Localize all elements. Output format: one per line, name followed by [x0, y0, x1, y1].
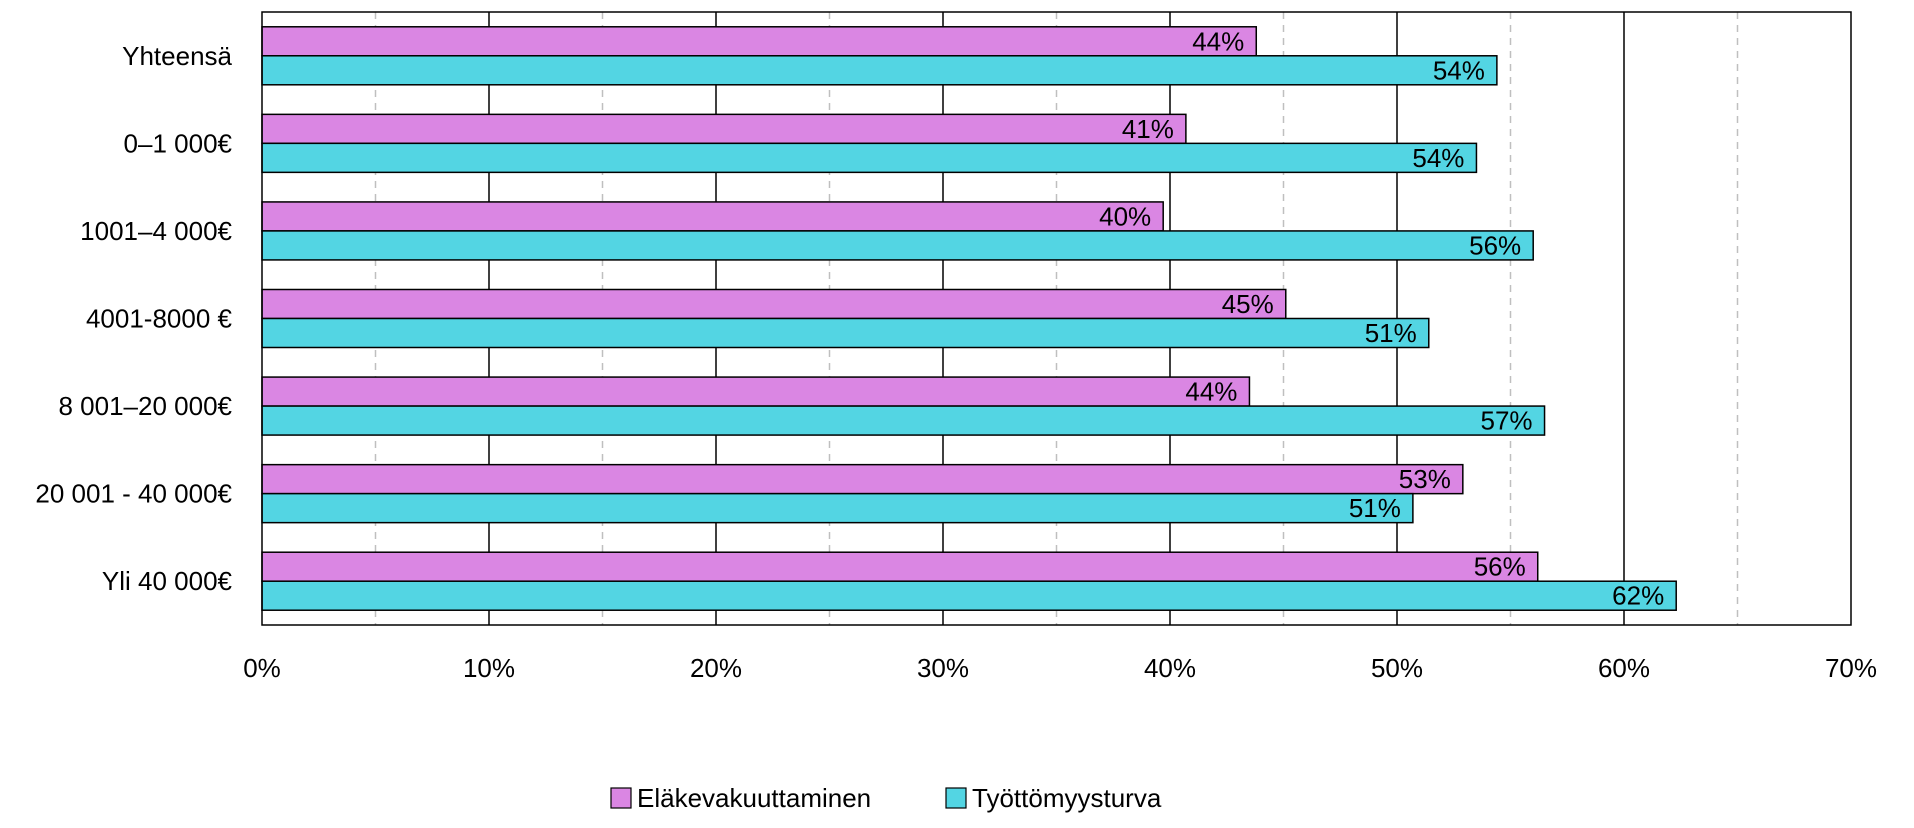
bar-tyottomyysturva	[261, 55, 1498, 86]
bar-tyottomyysturva	[261, 405, 1546, 436]
x-tick-label: 0%	[243, 653, 281, 683]
data-label: 51%	[1349, 493, 1401, 523]
bar-elakevakuuttaminen	[261, 288, 1287, 320]
bar-tyottomyysturva	[261, 580, 1677, 611]
x-tick-label: 60%	[1598, 653, 1650, 683]
data-label: 44%	[1192, 26, 1244, 56]
data-label: 44%	[1185, 377, 1237, 407]
bar-elakevakuuttaminen	[261, 376, 1251, 407]
data-label: 57%	[1481, 406, 1533, 436]
data-label: 45%	[1222, 289, 1274, 319]
legend: Eläkevakuuttaminen Työttömyysturva	[610, 783, 1162, 813]
bar-elakevakuuttaminen	[261, 551, 1539, 582]
x-tick-label: 70%	[1825, 653, 1877, 683]
category-label: 20 001 - 40 000€	[35, 479, 232, 509]
bar-tyottomyysturva	[261, 492, 1414, 524]
plot-area-border	[261, 11, 1852, 626]
bar-elakevakuuttaminen	[261, 463, 1464, 495]
data-label: 56%	[1474, 552, 1526, 582]
bar-tyottomyysturva	[261, 317, 1430, 349]
category-label: 1001–4 000€	[80, 216, 232, 246]
category-label: 0–1 000€	[124, 128, 233, 158]
bar-tyottomyysturva	[261, 142, 1478, 174]
data-label: 40%	[1099, 201, 1151, 231]
legend-swatch	[945, 787, 967, 809]
category-label: 4001-8000 €	[86, 304, 233, 334]
data-label: 54%	[1412, 143, 1464, 173]
bar-elakevakuuttaminen	[261, 26, 1258, 57]
x-tick-label: 50%	[1371, 653, 1423, 683]
x-tick-label: 20%	[690, 653, 742, 683]
data-label: 51%	[1365, 318, 1417, 348]
x-tick-label: 10%	[463, 653, 515, 683]
data-label: 62%	[1612, 581, 1664, 611]
x-tick-label: 30%	[917, 653, 969, 683]
legend-label: Työttömyysturva	[972, 783, 1162, 813]
legend-label: Eläkevakuuttaminen	[637, 783, 871, 813]
bars: 44%54%41%54%40%56%45%51%44%57%53%51%56%6…	[261, 26, 1677, 611]
category-labels: Yhteensä 0–1 000€ 1001–4 000€ 4001-8000 € 8 …	[35, 41, 232, 596]
bar-elakevakuuttaminen	[261, 201, 1164, 232]
plot-frame	[261, 11, 1852, 626]
bar-tyottomyysturva	[261, 230, 1534, 261]
legend-swatch	[610, 787, 632, 809]
bar-elakevakuuttaminen	[261, 113, 1187, 145]
data-label: 41%	[1122, 114, 1174, 144]
data-label: 53%	[1399, 464, 1451, 494]
category-label: Yhteensä	[122, 41, 232, 71]
data-label: 54%	[1433, 55, 1485, 85]
category-label: Yli 40 000€	[102, 566, 233, 596]
x-tick-label: 40%	[1144, 653, 1196, 683]
x-axis-tick-labels: 0% 10% 20% 30% 40% 50% 60% 70%	[243, 653, 1877, 683]
data-label: 56%	[1469, 230, 1521, 260]
category-label: 8 001–20 000€	[58, 391, 232, 421]
